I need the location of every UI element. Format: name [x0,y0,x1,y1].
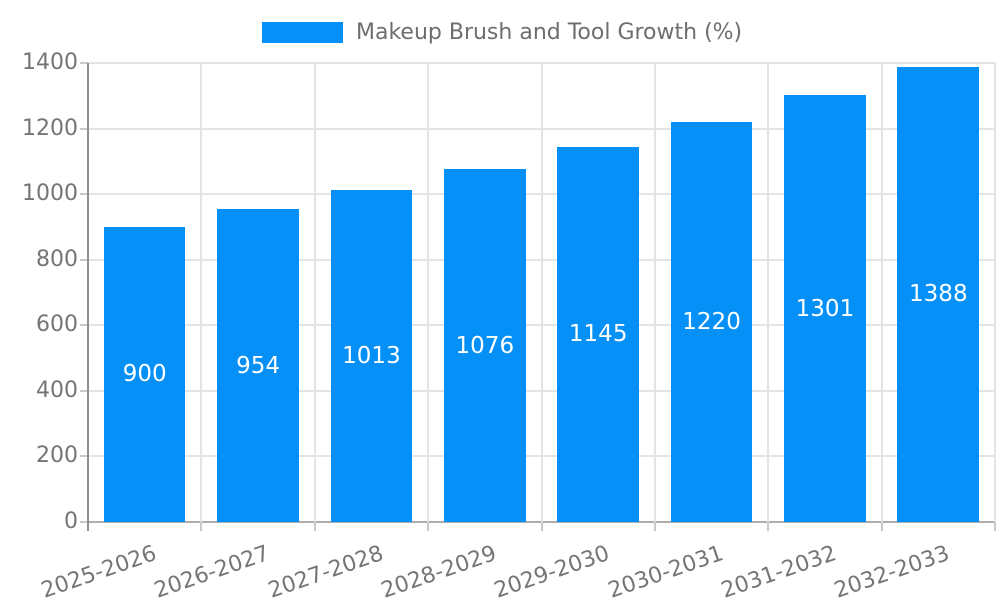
y-axis-tick [80,258,88,261]
bar [443,169,526,522]
x-axis-tick-label: 2027-2028 [264,541,387,600]
y-axis-tick-label: 800 [36,246,78,272]
bar [784,95,866,522]
gridline-vertical [313,63,316,522]
y-axis-tick-label: 1000 [22,181,78,207]
chart-legend[interactable]: Makeup Brush and Tool Growth (%) [262,12,742,52]
gridline-vertical [200,63,203,522]
y-axis-tick-label: 200 [36,443,78,469]
y-axis-tick [80,62,88,64]
gridline-vertical [540,63,543,522]
x-axis-tick [540,522,543,531]
bar [897,66,980,522]
bar-value-label: 954 [236,352,281,379]
bar-value-label: 900 [122,361,167,388]
y-axis-tick [80,521,88,523]
y-axis-tick-label: 1400 [22,50,78,75]
x-axis-tick-label: 2032-2033 [831,541,954,600]
x-axis-tick [994,522,996,531]
y-axis-tick [80,324,88,327]
bar [557,146,639,522]
y-axis-tick-label: 1200 [22,115,78,141]
gridline-vertical [880,63,883,522]
y-axis-line [87,63,89,531]
x-axis-tick-label: 2025-2026 [37,541,160,600]
bar-value-label: 1145 [568,321,628,348]
bar [330,189,413,522]
x-axis-tick-label: 2026-2027 [151,541,273,600]
x-axis-tick [880,522,883,531]
x-axis-tick-label: 2029-2030 [491,541,614,600]
x-axis-tick [200,522,203,531]
gridline-vertical [427,63,430,522]
y-axis-tick [80,389,88,392]
x-axis-tick-label: 2031-2032 [718,541,840,600]
x-axis-tick [653,522,656,531]
bar [103,226,186,522]
legend-swatch [262,21,343,43]
bar-value-label: 1076 [455,332,515,359]
gridline-vertical [767,63,770,522]
x-axis-tick-label: 2028-2029 [378,541,500,600]
x-axis-tick [313,522,316,531]
y-axis-tick [80,127,88,130]
bar [670,122,753,522]
y-axis-tick-label: 0 [64,509,78,534]
x-axis-tick [427,522,430,531]
bar-value-label: 1301 [795,295,855,322]
bar [217,209,299,522]
y-axis-tick [80,193,88,196]
x-axis-tick [767,522,770,531]
bar-value-label: 1388 [909,281,968,308]
bar-value-label: 1013 [342,342,401,369]
y-axis-tick [80,455,88,458]
y-axis-tick-label: 600 [36,312,78,338]
y-axis-tick-label: 400 [36,377,78,403]
gridline-vertical [653,63,656,522]
x-axis-tick-label: 2030-2031 [604,541,727,600]
legend-label: Makeup Brush and Tool Growth (%) [356,19,743,45]
bar-value-label: 1220 [682,309,741,335]
gridline-vertical [994,63,996,522]
